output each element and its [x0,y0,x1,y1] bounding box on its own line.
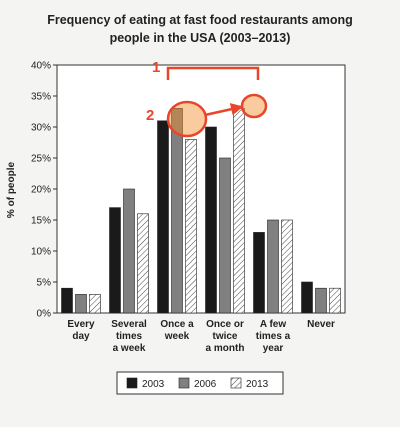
annotation: 1 [152,59,160,76]
bar [123,188,135,314]
bar [329,287,341,314]
bar [315,287,327,314]
bar [281,219,293,314]
bracket [166,66,260,80]
y-tick-label: 20% [31,185,51,196]
legend-swatch [126,377,138,389]
x-tick-label: Several times a week [111,319,147,354]
bar [185,139,197,314]
bar [233,108,245,314]
bar [61,287,73,314]
plot-frame [56,64,346,314]
bar [137,213,149,314]
y-tick-label: 40% [31,61,51,72]
x-tick-label: Once a week [160,319,194,342]
bar [205,126,217,314]
y-tick-label: 5% [37,278,52,289]
annotation: 2 [146,107,154,124]
legend-label: 2003 [142,379,165,390]
bar [157,120,169,314]
y-tick-label: 25% [31,154,51,165]
bar [253,232,265,314]
x-tick-label: Once or twice a month [206,319,245,354]
x-tick-label: A few times a year [256,319,291,354]
bar [75,294,87,314]
legend-swatch [230,377,242,389]
x-tick-label: Every day [67,319,95,342]
bar [267,219,279,314]
highlight-circle [166,100,208,138]
bar [109,207,121,314]
y-tick-label: 0% [37,309,52,320]
arrow [204,103,244,117]
y-tick-label: 35% [31,92,51,103]
legend-label: 2013 [246,379,269,390]
y-tick-label: 30% [31,123,51,134]
highlight-circle [240,93,268,119]
legend-box [116,371,284,395]
y-tick-label: 10% [31,247,51,258]
y-axis-label: % of people [6,162,17,219]
x-tick-label: Never [307,319,335,330]
legend-label: 2006 [194,379,217,390]
y-tick-label: 15% [31,216,51,227]
chart-title: people in the USA (2003–2013) [110,31,291,45]
chart-title: Frequency of eating at fast food restaur… [47,13,353,27]
bar [219,157,231,314]
bar [301,281,313,314]
legend-swatch [178,377,190,389]
bar [171,108,183,314]
bar [89,294,101,314]
